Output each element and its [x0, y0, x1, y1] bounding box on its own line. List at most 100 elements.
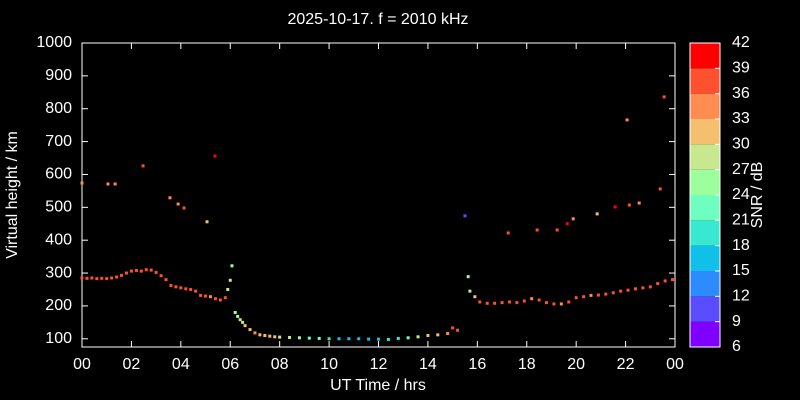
- data-point: [662, 95, 666, 99]
- data-point: [626, 288, 630, 292]
- colorbar-tick-label: 27: [732, 161, 750, 178]
- y-tick-label: 400: [45, 231, 72, 248]
- colorbar-bin: [690, 220, 720, 246]
- colorbar-tick-label: 6: [732, 338, 741, 355]
- data-point: [522, 299, 526, 303]
- data-point: [176, 202, 180, 206]
- data-point: [288, 335, 292, 339]
- data-point: [238, 318, 242, 322]
- data-point: [500, 301, 504, 305]
- y-tick-label: 300: [45, 264, 72, 281]
- data-point: [278, 335, 282, 339]
- data-point: [90, 276, 94, 280]
- data-point: [204, 294, 208, 298]
- data-point: [243, 324, 247, 328]
- data-point: [377, 337, 380, 341]
- data-point: [565, 222, 569, 226]
- data-point: [327, 337, 331, 341]
- colorbar-tick-label: 9: [732, 313, 741, 330]
- data-point: [463, 214, 467, 218]
- data-point: [218, 298, 222, 302]
- data-point: [625, 118, 629, 122]
- data-point: [611, 291, 615, 295]
- data-point: [182, 206, 186, 210]
- data-point: [456, 328, 460, 332]
- x-tick-label: 08: [271, 356, 289, 373]
- data-point: [113, 182, 117, 186]
- data-point: [199, 293, 203, 297]
- data-point: [159, 274, 163, 278]
- data-point: [406, 336, 410, 340]
- data-point: [507, 300, 511, 304]
- data-point: [154, 270, 158, 274]
- data-point: [141, 164, 145, 168]
- data-point: [120, 273, 124, 277]
- data-point: [468, 289, 472, 293]
- data-point: [633, 287, 637, 291]
- data-point: [263, 333, 267, 337]
- data-point: [595, 212, 599, 216]
- data-point: [248, 328, 252, 332]
- colorbar-bin: [690, 68, 720, 94]
- data-point: [446, 332, 450, 336]
- data-point: [552, 302, 556, 306]
- data-point: [233, 310, 237, 314]
- data-point: [535, 228, 539, 232]
- data-point: [663, 279, 667, 283]
- data-point: [174, 285, 178, 289]
- data-point: [213, 154, 217, 158]
- data-point: [168, 196, 172, 200]
- data-point: [129, 269, 133, 273]
- x-tick-label: 18: [518, 356, 536, 373]
- data-point: [604, 292, 608, 296]
- data-point: [530, 297, 534, 301]
- data-point: [105, 277, 109, 281]
- data-point: [80, 276, 84, 280]
- data-point: [110, 276, 114, 280]
- x-tick-label: 10: [320, 356, 338, 373]
- data-point: [641, 286, 645, 290]
- data-point: [478, 300, 482, 304]
- colorbar-bin: [690, 119, 720, 145]
- x-tick-label: 02: [123, 356, 141, 373]
- data-point: [637, 201, 641, 205]
- data-point: [473, 295, 477, 299]
- data-point: [189, 287, 193, 291]
- y-tick-label: 600: [45, 166, 72, 183]
- colorbar-tick-label: 36: [732, 85, 750, 102]
- data-point: [613, 205, 617, 209]
- data-point: [85, 276, 89, 280]
- data-point: [493, 301, 497, 305]
- x-tick-label: 12: [370, 356, 388, 373]
- data-point: [627, 203, 631, 207]
- data-point: [236, 314, 240, 318]
- y-tick-label: 700: [45, 133, 72, 150]
- data-point: [357, 337, 361, 341]
- colorbar-tick-label: 21: [732, 212, 750, 229]
- chart-title: 2025-10-17. f = 2010 kHz: [287, 11, 468, 28]
- colorbar-bin: [690, 144, 720, 170]
- data-point: [367, 337, 371, 341]
- data-point: [485, 301, 489, 305]
- data-point: [656, 282, 660, 286]
- x-tick-label: 04: [172, 356, 190, 373]
- data-point: [416, 335, 420, 339]
- data-point: [273, 335, 277, 339]
- x-tick-label: 06: [221, 356, 239, 373]
- x-tick-label: 16: [468, 356, 486, 373]
- colorbar-tick-label: 30: [732, 136, 750, 153]
- y-tick-label: 800: [45, 100, 72, 117]
- colorbar-label: SNR / dB: [749, 162, 766, 229]
- data-point: [194, 289, 198, 293]
- data-point: [347, 337, 351, 341]
- data-point: [115, 275, 119, 279]
- x-tick-label: 22: [617, 356, 635, 373]
- colorbar-bin: [690, 195, 720, 221]
- data-point: [213, 297, 217, 301]
- data-point: [179, 286, 183, 290]
- colorbar-tick-label: 33: [732, 110, 750, 127]
- x-tick-label: 00: [666, 356, 684, 373]
- colorbar-bin: [690, 93, 720, 119]
